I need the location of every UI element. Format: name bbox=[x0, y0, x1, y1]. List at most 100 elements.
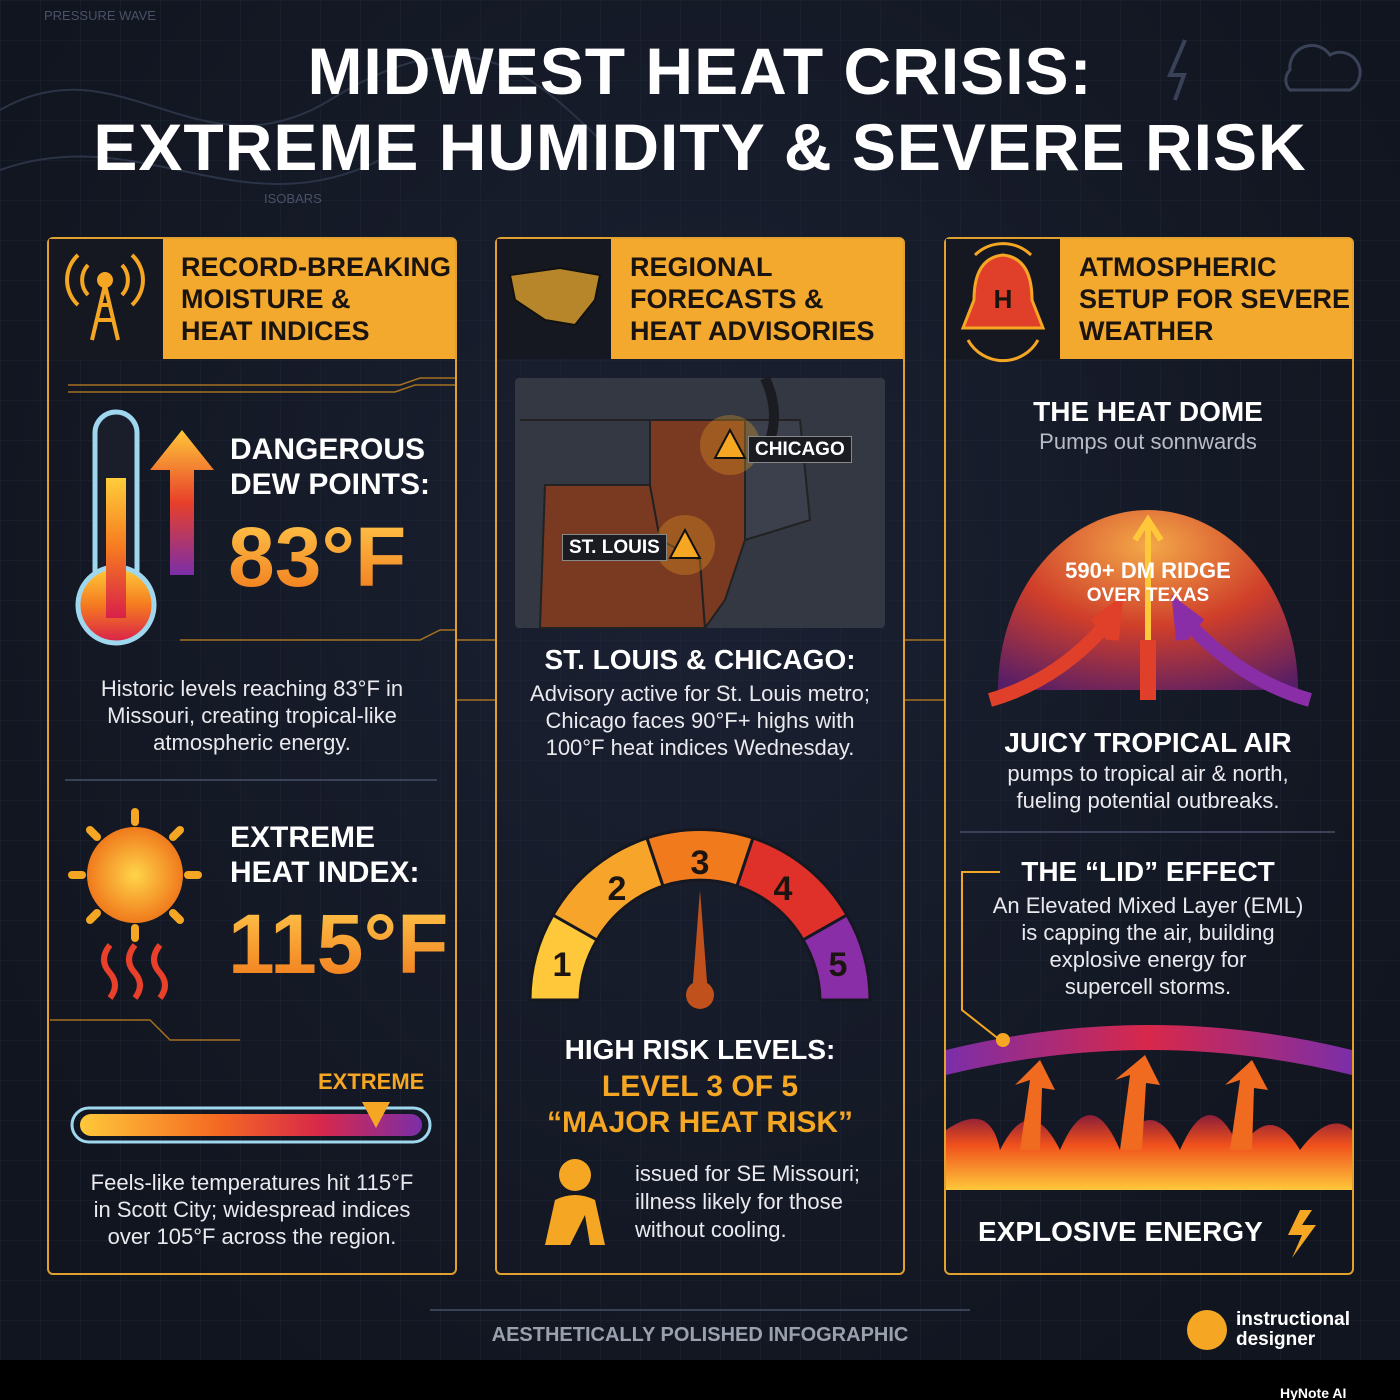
risk-description: issued for SE Missouri; bbox=[635, 1161, 860, 1186]
heat-index-label: HEAT INDEX: bbox=[230, 856, 420, 889]
dew-label: DANGEROUS bbox=[230, 433, 426, 466]
sun-icon bbox=[86, 909, 101, 924]
cities-description: Chicago faces 90°F+ highs with bbox=[545, 708, 855, 733]
dome-label: 590+ DM RIDGE bbox=[1065, 558, 1231, 583]
lid-and-flames bbox=[946, 1025, 1352, 1258]
map-icon bbox=[508, 266, 602, 327]
panel bbox=[47, 237, 457, 1275]
heat-index-description: Feels-like temperatures hit 115°F bbox=[90, 1170, 414, 1195]
sun-icon bbox=[86, 826, 101, 841]
cities-title: ST. LOUIS & CHICAGO: bbox=[544, 644, 856, 675]
circuit-lines bbox=[180, 629, 455, 641]
sun-icon bbox=[68, 808, 202, 1000]
decor bbox=[1284, 44, 1362, 92]
midwest-map bbox=[520, 419, 651, 486]
risk-description: without cooling. bbox=[635, 1217, 787, 1242]
map-icon bbox=[508, 266, 602, 327]
dew-description: Missouri, creating tropical-like bbox=[107, 703, 397, 728]
gauge-level: 5 bbox=[828, 946, 848, 984]
background-label: PRESSURE WAVE bbox=[44, 8, 156, 23]
heat-index-description: in Scott City; widespread indices bbox=[93, 1197, 411, 1222]
panel-heading: HEAT INDICES bbox=[181, 316, 370, 346]
dew-description: atmospheric energy. bbox=[153, 730, 351, 755]
lid-and-flames bbox=[996, 1033, 1010, 1047]
heat-dome bbox=[988, 510, 1312, 707]
lid-and-flames bbox=[1288, 1210, 1316, 1258]
cities-description: 100°F heat indices Wednesday. bbox=[545, 735, 855, 760]
heat-dome bbox=[988, 594, 1124, 707]
sun-icon bbox=[68, 808, 202, 942]
heat-scale bbox=[80, 1114, 422, 1136]
tower-icon bbox=[65, 253, 145, 307]
panel-heading: WEATHER bbox=[1079, 316, 1214, 346]
midwest-map bbox=[668, 527, 702, 559]
decor bbox=[1166, 39, 1187, 101]
heat-dome bbox=[1132, 514, 1164, 650]
tower-icon bbox=[90, 284, 120, 341]
dome-subtitle: Pumps out sonnwards bbox=[1039, 429, 1257, 454]
panel-heading: HEAT ADVISORIES bbox=[630, 316, 875, 346]
midwest-map bbox=[760, 375, 779, 442]
watermark: HyNote AI bbox=[1280, 1385, 1347, 1400]
lid-description: is capping the air, building bbox=[1021, 920, 1275, 945]
lid-and-flames bbox=[1015, 1055, 1268, 1150]
heat-index-label: EXTREME bbox=[230, 821, 376, 854]
tropical-title: JUICY TROPICAL AIR bbox=[1004, 727, 1292, 758]
lid-title: THE “LID” EFFECT bbox=[1021, 856, 1275, 887]
header-icons bbox=[65, 242, 1046, 363]
heat-dome bbox=[1171, 594, 1312, 707]
person-icon bbox=[545, 1159, 605, 1245]
tower-icon bbox=[65, 253, 145, 341]
dew-description: Historic levels reaching 83°F in bbox=[100, 676, 404, 701]
logo-text: instructional bbox=[1236, 1309, 1351, 1330]
midwest-map bbox=[713, 427, 747, 459]
lid-and-flames bbox=[946, 1115, 1352, 1190]
sun-icon bbox=[169, 826, 184, 841]
heat-scale bbox=[70, 1106, 432, 1144]
gauge-level: 4 bbox=[773, 870, 793, 908]
risk-title: HIGH RISK LEVELS: bbox=[564, 1034, 836, 1065]
panel-heading: ATMOSPHERIC bbox=[1079, 252, 1277, 282]
cities-description: Advisory active for St. Louis metro; bbox=[530, 681, 870, 706]
thermometer-icon bbox=[150, 430, 214, 575]
risk-level: LEVEL 3 OF 5 bbox=[601, 1070, 799, 1103]
lid-description: supercell storms. bbox=[1064, 974, 1232, 999]
gauge-level: 1 bbox=[552, 946, 572, 984]
logo-text: designer bbox=[1236, 1329, 1316, 1350]
panel-heading: SETUP FOR SEVERE bbox=[1079, 284, 1351, 314]
alarm-icon bbox=[960, 253, 1046, 330]
heat-index-description: over 105°F across the region. bbox=[107, 1224, 397, 1249]
decor bbox=[0, 155, 381, 186]
circuit-lines bbox=[50, 377, 944, 1041]
lid-and-flames bbox=[946, 1025, 1352, 1075]
heat-scale bbox=[362, 1102, 390, 1128]
energy-label: EXPLOSIVE ENERGY bbox=[978, 1216, 1263, 1247]
heat-index-value: 115°F bbox=[228, 897, 449, 991]
sun-icon bbox=[87, 827, 183, 923]
thermometer-icon bbox=[75, 409, 214, 646]
panel-heading: REGIONAL bbox=[630, 252, 773, 282]
icon-letter: H bbox=[993, 284, 1013, 314]
decor bbox=[961, 871, 1001, 1041]
tropical-description: fueling potential outbreaks. bbox=[1016, 788, 1280, 813]
sun-icon bbox=[101, 943, 168, 1000]
decor bbox=[0, 55, 601, 141]
person-icon bbox=[559, 1159, 591, 1191]
icon-box bbox=[49, 239, 163, 359]
risk-name: “MAJOR HEAT RISK” bbox=[546, 1106, 854, 1139]
panel-heading: MOISTURE & bbox=[181, 284, 351, 314]
scale-label: EXTREME bbox=[318, 1069, 425, 1094]
tropical-description: pumps to tropical air & north, bbox=[1007, 761, 1289, 786]
risk-gauge bbox=[800, 912, 872, 1002]
dew-label: DEW POINTS: bbox=[230, 468, 430, 501]
risk-description: illness likely for those bbox=[635, 1189, 843, 1214]
alarm-icon bbox=[960, 242, 1046, 363]
dome-title: THE HEAT DOME bbox=[1033, 396, 1263, 427]
risk-gauge bbox=[686, 981, 714, 1009]
dew-value: 83°F bbox=[228, 510, 407, 604]
dome-label: OVER TEXAS bbox=[1086, 585, 1210, 606]
gauge-level: 3 bbox=[690, 844, 710, 882]
logo-mark bbox=[1187, 1310, 1227, 1350]
